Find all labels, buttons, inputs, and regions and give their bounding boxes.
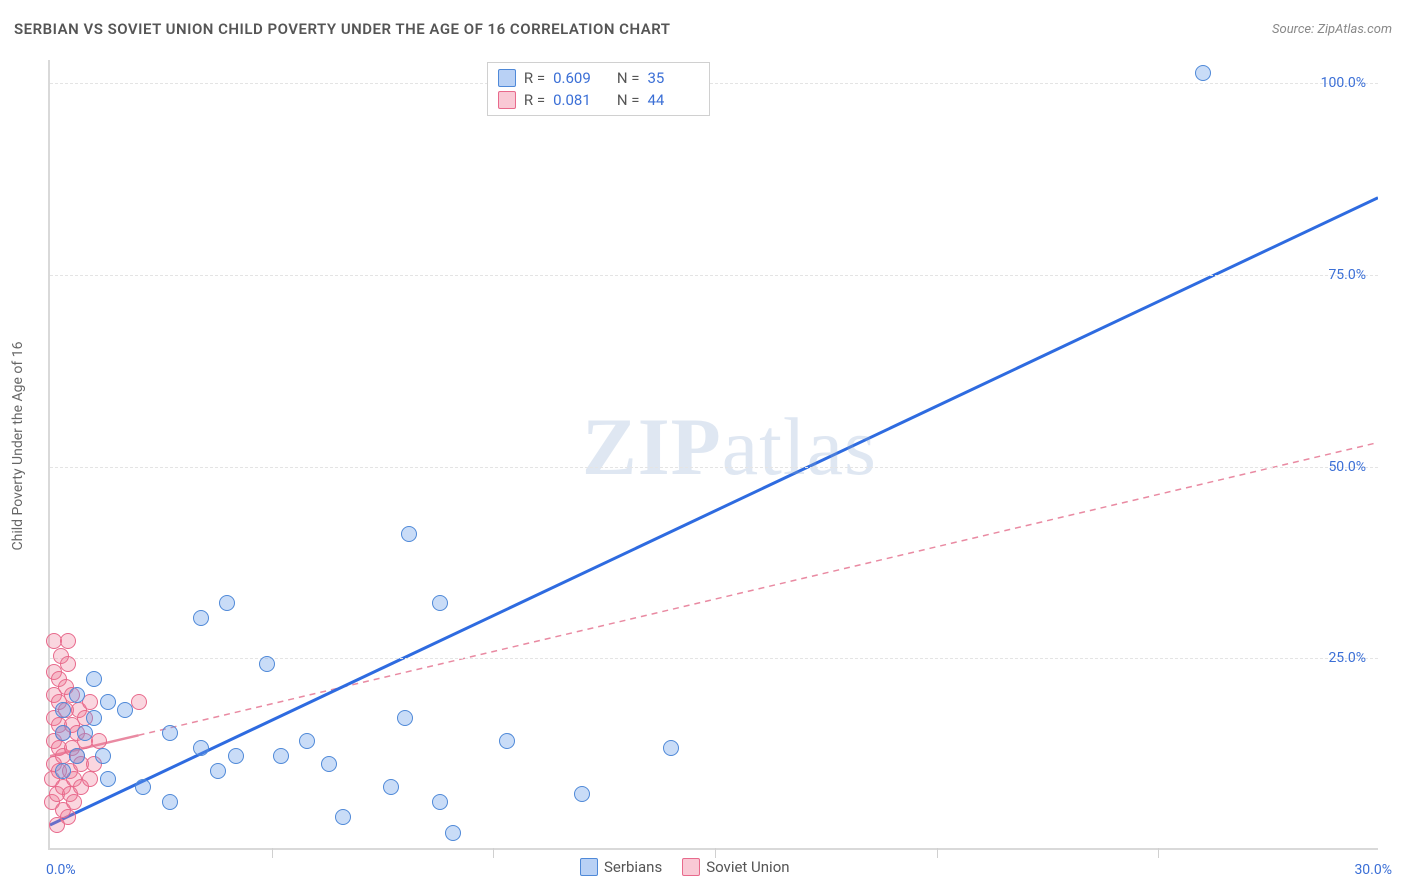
data-point xyxy=(86,710,102,726)
data-point xyxy=(299,733,315,749)
x-tick xyxy=(937,848,938,858)
watermark: ZIPatlas xyxy=(582,400,877,494)
data-point xyxy=(100,694,116,710)
n-value-blue: 35 xyxy=(647,69,699,87)
data-point xyxy=(66,794,82,810)
y-tick-label: 75.0% xyxy=(1328,267,1366,283)
data-point xyxy=(401,526,417,542)
data-point xyxy=(574,786,590,802)
data-point xyxy=(60,809,76,825)
legend-row-serbians: R = 0.609 N = 35 xyxy=(498,67,700,89)
legend-row-soviet: R = 0.081 N = 44 xyxy=(498,89,700,111)
data-point xyxy=(228,748,244,764)
data-point xyxy=(86,671,102,687)
data-point xyxy=(193,740,209,756)
plot-area: ZIPatlas 25.0% 50.0% 75.0% 100.0% xyxy=(48,60,1378,850)
r-value-pink: 0.081 xyxy=(553,91,605,109)
data-point xyxy=(95,748,111,764)
r-label: R = xyxy=(524,91,545,109)
n-label: N = xyxy=(613,91,639,109)
trend-lines xyxy=(50,60,1378,848)
data-point xyxy=(499,733,515,749)
data-point xyxy=(162,725,178,741)
r-label: R = xyxy=(524,69,545,87)
data-point xyxy=(432,794,448,810)
legend-label-soviet: Soviet Union xyxy=(706,858,789,876)
data-point xyxy=(60,633,76,649)
data-point xyxy=(100,771,116,787)
data-point xyxy=(55,702,71,718)
source-name: ZipAtlas.com xyxy=(1317,22,1392,37)
x-tick xyxy=(1158,848,1159,858)
legend-item-soviet: Soviet Union xyxy=(682,858,789,876)
chart-title: SERBIAN VS SOVIET UNION CHILD POVERTY UN… xyxy=(14,20,671,38)
data-point xyxy=(82,771,98,787)
data-point xyxy=(193,610,209,626)
correlation-legend: R = 0.609 N = 35 R = 0.081 N = 44 xyxy=(487,62,711,116)
series-legend: Serbians Soviet Union xyxy=(580,858,790,876)
data-point xyxy=(69,687,85,703)
x-tick xyxy=(715,848,716,858)
gridline-h xyxy=(50,467,1378,468)
y-tick-label: 25.0% xyxy=(1328,650,1366,666)
data-point xyxy=(432,595,448,611)
data-point xyxy=(55,763,71,779)
legend-item-serbians: Serbians xyxy=(580,858,662,876)
data-point xyxy=(335,809,351,825)
gridline-h xyxy=(50,83,1378,84)
data-point xyxy=(135,779,151,795)
y-axis-label: Child Poverty Under the Age of 16 xyxy=(10,342,26,551)
data-point xyxy=(117,702,133,718)
swatch-blue xyxy=(580,858,598,876)
data-point xyxy=(55,725,71,741)
data-point xyxy=(663,740,679,756)
swatch-pink xyxy=(498,91,516,109)
data-point xyxy=(210,763,226,779)
legend-label-serbians: Serbians xyxy=(604,858,662,876)
data-point xyxy=(69,748,85,764)
n-value-pink: 44 xyxy=(647,91,699,109)
y-tick-label: 50.0% xyxy=(1328,459,1366,475)
n-label: N = xyxy=(613,69,639,87)
swatch-blue xyxy=(498,69,516,87)
data-point xyxy=(445,825,461,841)
data-point xyxy=(383,779,399,795)
swatch-pink xyxy=(682,858,700,876)
data-point xyxy=(162,794,178,810)
data-point xyxy=(1195,65,1211,81)
data-point xyxy=(77,725,93,741)
data-point xyxy=(321,756,337,772)
source-prefix: Source: xyxy=(1272,22,1317,37)
source-credit: Source: ZipAtlas.com xyxy=(1272,22,1392,37)
data-point xyxy=(273,748,289,764)
chart-header: SERBIAN VS SOVIET UNION CHILD POVERTY UN… xyxy=(14,20,1392,38)
gridline-h xyxy=(50,275,1378,276)
data-point xyxy=(397,710,413,726)
x-tick xyxy=(272,848,273,858)
data-point xyxy=(60,656,76,672)
x-tick-label-min: 0.0% xyxy=(46,862,76,878)
x-tick xyxy=(493,848,494,858)
r-value-blue: 0.609 xyxy=(553,69,605,87)
data-point xyxy=(219,595,235,611)
gridline-h xyxy=(50,658,1378,659)
data-point xyxy=(259,656,275,672)
y-tick-label: 100.0% xyxy=(1321,75,1366,91)
x-tick-label-max: 30.0% xyxy=(1354,862,1392,878)
